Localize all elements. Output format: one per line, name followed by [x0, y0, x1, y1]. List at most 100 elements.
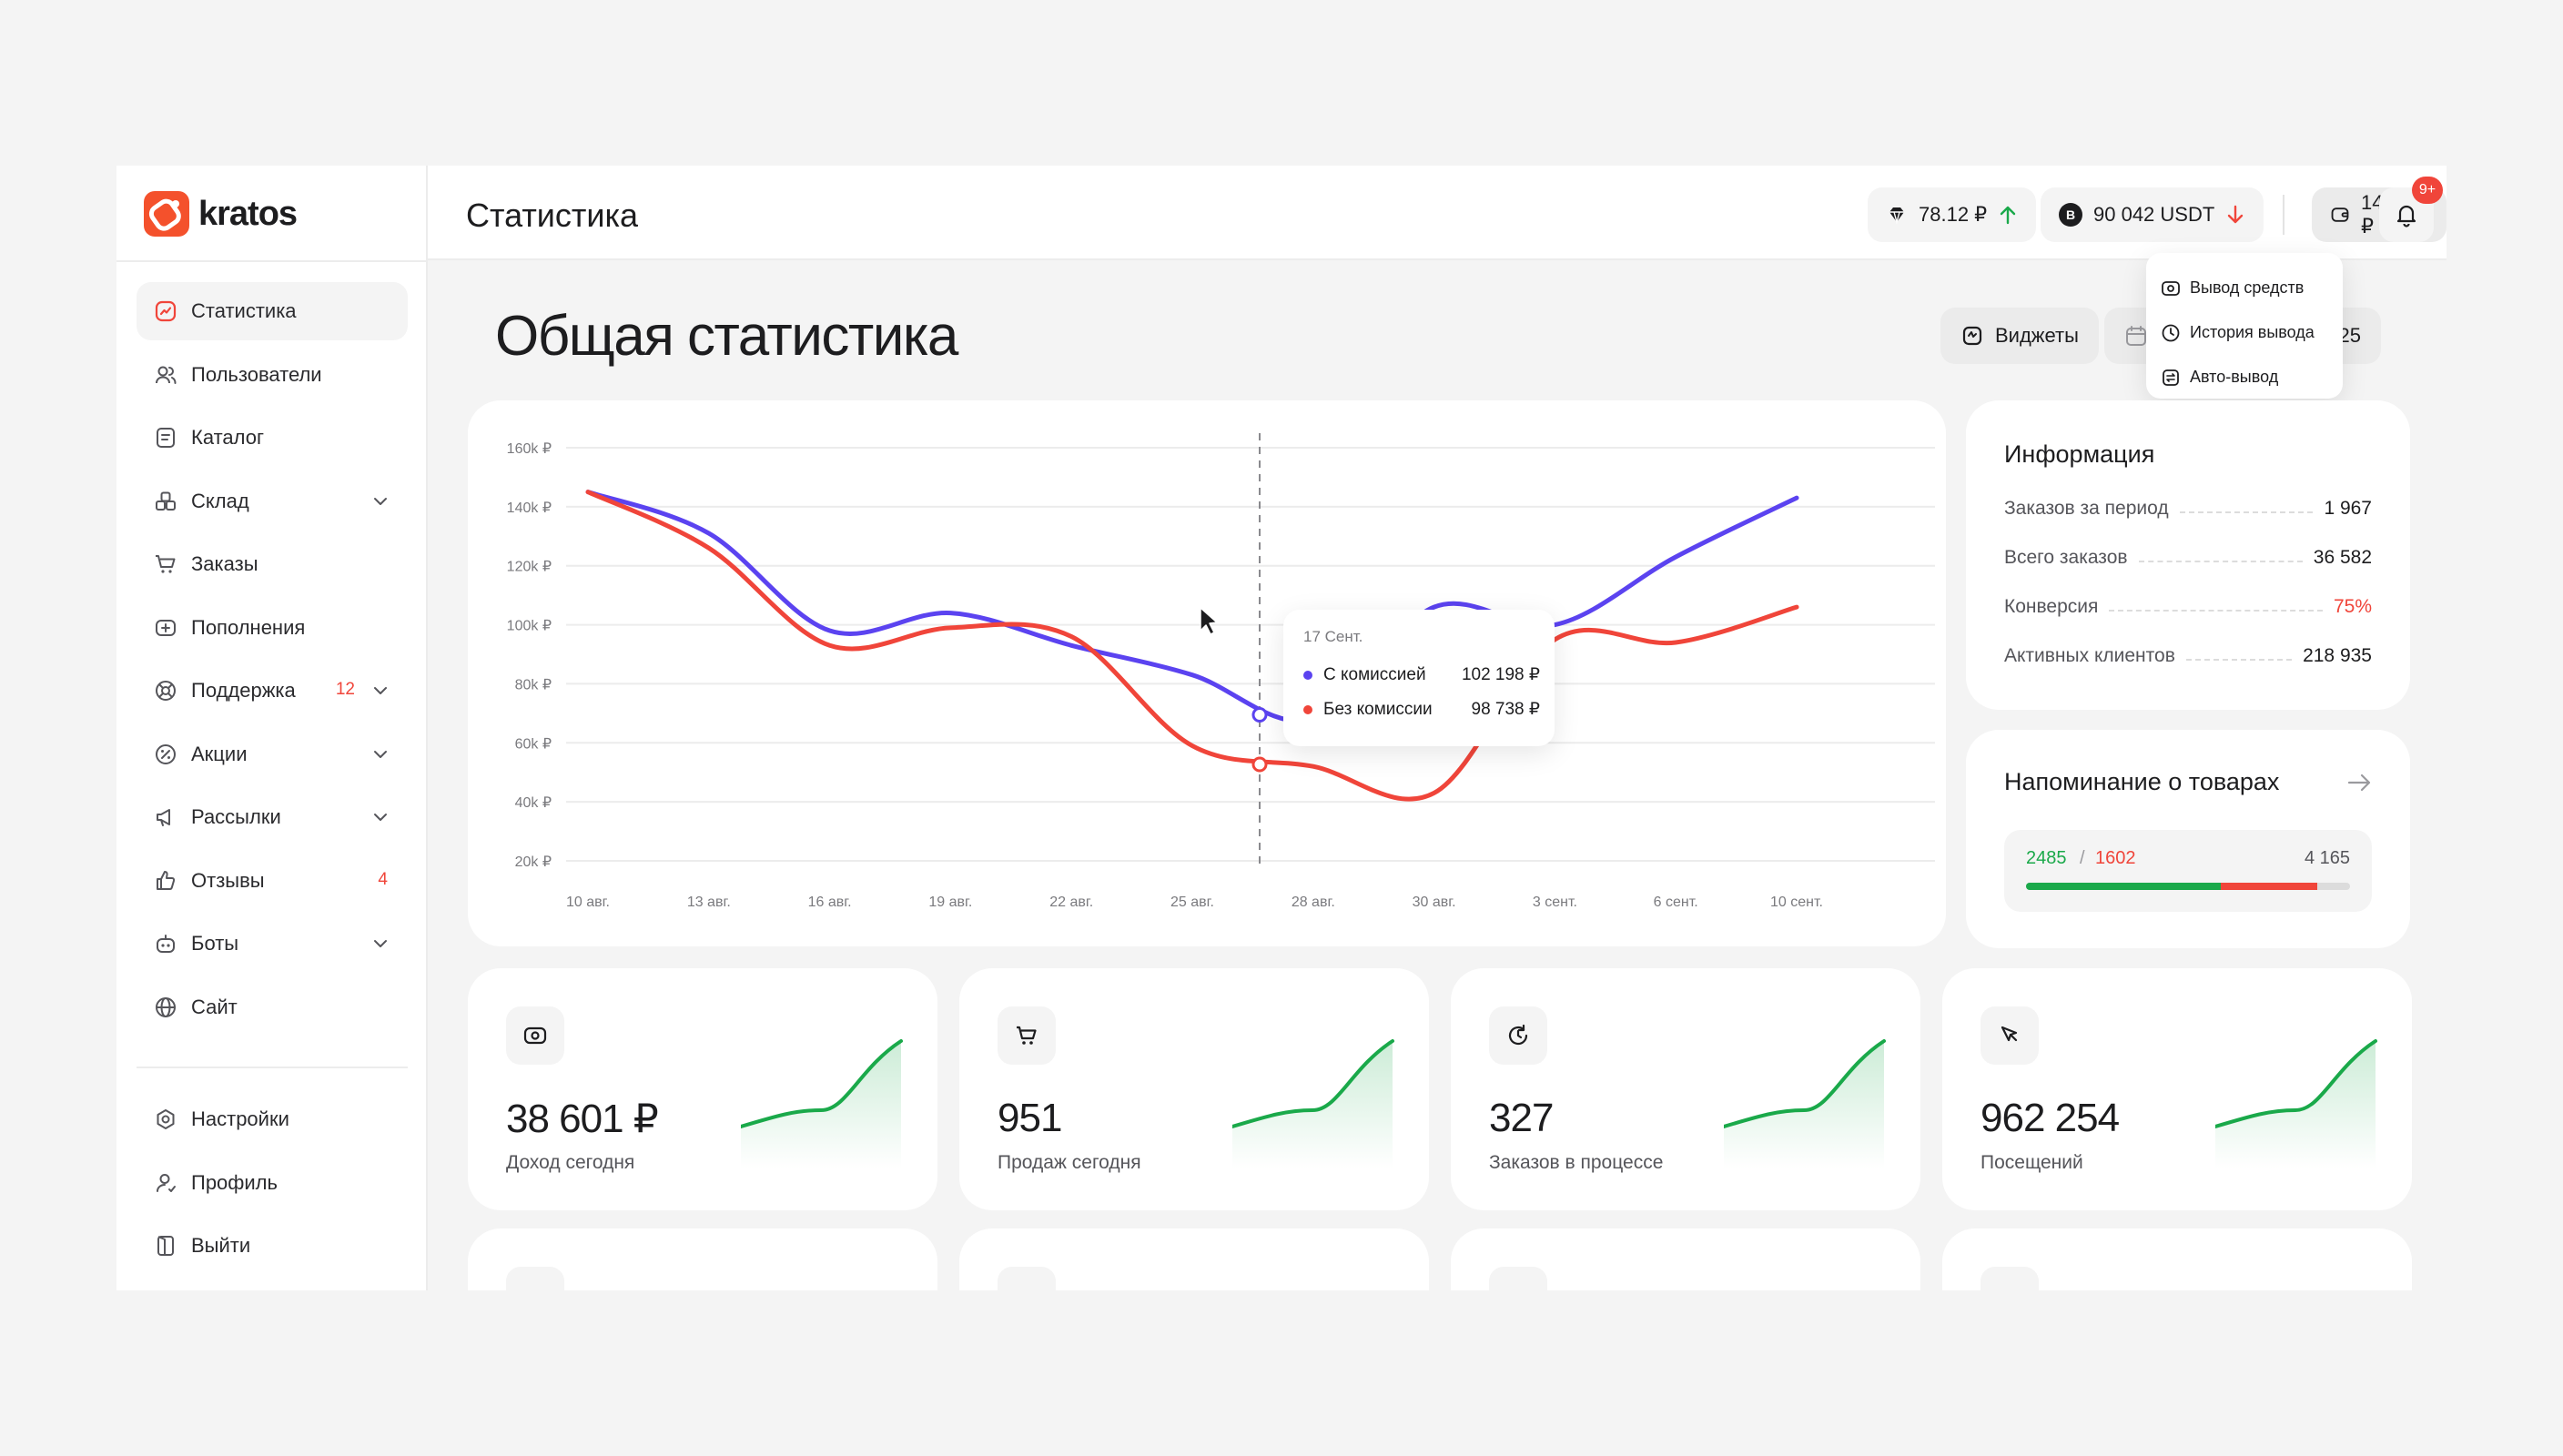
chevron-down-icon[interactable]	[371, 745, 390, 763]
stat-card-partial[interactable]	[1451, 1228, 1920, 1290]
app-window: kratos Статистика Пользователи Каталог С…	[116, 166, 2446, 1290]
sidebar-item-reviews[interactable]: Отзывы 4	[137, 852, 408, 910]
sparkline	[2215, 1039, 2377, 1168]
cursor-pointer-icon	[1200, 607, 1218, 635]
widgets-button[interactable]: Виджеты	[1940, 308, 2099, 364]
total-count: 4 165	[2304, 848, 2350, 868]
sidebar-item-bots[interactable]: Боты	[137, 915, 408, 973]
stat-label: Доход сегодня	[506, 1152, 635, 1173]
tooltip-series-value: 102 198 ₽	[1461, 665, 1540, 684]
reminder-progress-box: 2485 / 1602 4 165	[2004, 830, 2372, 912]
stat-card-income[interactable]: 38 601 ₽ Доход сегодня	[468, 968, 937, 1210]
in-stock-bar	[2026, 883, 2221, 890]
stat-card-sales[interactable]: 951 Продаж сегодня	[959, 968, 1429, 1210]
y-tick-label: 60k ₽	[515, 736, 552, 752]
info-row: Активных клиентов 218 935	[2004, 642, 2372, 670]
sidebar-item-profile[interactable]: Профиль	[137, 1154, 408, 1212]
page-title: Статистика	[466, 197, 639, 234]
stat-label: Продаж сегодня	[998, 1152, 1141, 1173]
info-title: Информация	[2004, 440, 2155, 468]
sidebar-item-label: Профиль	[191, 1170, 278, 1194]
y-tick-label: 100k ₽	[507, 619, 552, 634]
sidebar-item-label: Боты	[191, 932, 239, 955]
revenue-line-chart[interactable]: 20k ₽ 40k ₽ 60k ₽ 80k ₽ 100k ₽ 120k ₽ 140k ₽ 16…	[468, 400, 1946, 946]
withdraw-icon	[2162, 280, 2180, 296]
topup-icon	[153, 615, 178, 641]
rate-pill-rub[interactable]: 78.12 ₽	[1868, 187, 2037, 242]
sidebar-item-label: Склад	[191, 489, 249, 512]
cart-icon	[998, 1006, 1056, 1065]
stat-card-partial[interactable]	[468, 1228, 937, 1290]
sidebar-item-statistics[interactable]: Статистика	[137, 282, 408, 340]
revenue-chart-card: 20k ₽ 40k ₽ 60k ₽ 80k ₽ 100k ₽ 120k ₽ 140k ₽ 16…	[468, 400, 1946, 946]
profile-icon	[153, 1170, 178, 1196]
sidebar-item-mailings[interactable]: Рассылки	[137, 788, 408, 846]
widgets-label: Виджеты	[1995, 324, 2079, 347]
history-icon	[2162, 324, 2180, 341]
megaphone-icon	[153, 804, 178, 830]
tooltip-series-name: С комиссией	[1323, 664, 1426, 684]
tooltip-series-name: Без комиссии	[1323, 699, 1433, 719]
sidebar-item-label: Отзывы	[191, 868, 265, 892]
sidebar-item-users[interactable]: Пользователи	[137, 346, 408, 404]
sidebar-item-label: Акции	[191, 742, 248, 765]
chevron-down-icon[interactable]	[371, 935, 390, 953]
menu-item-auto-withdraw[interactable]: Авто-вывод	[2146, 355, 2343, 399]
chart-tooltip: 17 Сент. С комиссией 102 198 ₽ Без комис…	[1283, 610, 1555, 746]
sidebar-bottom-nav: Настройки Профиль Выйти	[137, 1090, 408, 1280]
notification-badge: 9+	[2412, 177, 2443, 204]
menu-item-withdraw-history[interactable]: История вывода	[2146, 310, 2343, 355]
stock-progress-bar	[2026, 883, 2350, 890]
chevron-down-icon[interactable]	[371, 492, 390, 511]
info-label: Активных клиентов	[2004, 645, 2175, 666]
info-label: Всего заказов	[2004, 547, 2128, 568]
diamond-icon	[1889, 207, 1904, 225]
reminder-title: Напоминание о товарах	[2004, 768, 2280, 795]
stat-card-visits[interactable]: 962 254 Посещений	[1942, 968, 2412, 1210]
chevron-down-icon[interactable]	[371, 682, 390, 700]
chevron-down-icon[interactable]	[371, 808, 390, 826]
stat-value: 951	[998, 1096, 1062, 1140]
tooltip-series-value: 98 738 ₽	[1471, 700, 1540, 719]
menu-item-withdraw[interactable]: Вывод средств	[2146, 266, 2343, 310]
reviews-count-badge: 4	[378, 869, 388, 889]
calendar-icon	[2126, 326, 2146, 346]
stat-card-partial[interactable]	[959, 1228, 1429, 1290]
sparkline	[741, 1039, 903, 1168]
info-value: 1 967	[2324, 498, 2372, 519]
product-reminder-card[interactable]: Напоминание о товарах 2485 / 1602 4 165	[1966, 730, 2410, 948]
promo-icon	[153, 742, 178, 767]
stat-card-partial[interactable]	[1942, 1228, 2412, 1290]
info-value: 36 582	[2313, 547, 2372, 568]
sidebar-item-settings[interactable]: Настройки	[137, 1090, 408, 1148]
hover-marker	[1251, 706, 1268, 723]
sparkline	[1232, 1039, 1394, 1168]
money-icon	[506, 1006, 564, 1065]
chart-icon	[153, 298, 178, 324]
menu-item-label: История вывода	[2190, 323, 2315, 341]
logout-icon	[153, 1233, 178, 1259]
stat-card-orders-in-progress[interactable]: 327 Заказов в процессе	[1451, 968, 1920, 1210]
x-tick-label: 25 авг.	[1170, 895, 1214, 910]
sidebar-item-label: Сайт	[191, 995, 238, 1018]
sidebar-item-catalog[interactable]: Каталог	[137, 409, 408, 467]
sidebar-item-orders[interactable]: Заказы	[137, 535, 408, 593]
sidebar-item-site[interactable]: Сайт	[137, 978, 408, 1036]
auto-icon	[2163, 369, 2179, 386]
rate-pill-usdt[interactable]: B 90 042 USDT	[2041, 187, 2264, 242]
divider	[2283, 195, 2284, 235]
sidebar-nav: Статистика Пользователи Каталог Склад За…	[137, 282, 408, 1041]
sidebar-item-logout[interactable]: Выйти	[137, 1217, 408, 1275]
dotted-leader	[2179, 511, 2314, 513]
sidebar-item-promos[interactable]: Акции	[137, 725, 408, 784]
notifications-button[interactable]: 9+	[2379, 177, 2443, 242]
arrow-right-icon[interactable]	[2346, 772, 2374, 794]
logo[interactable]: kratos	[144, 191, 298, 237]
dotted-leader	[2185, 659, 2293, 661]
sidebar-item-support[interactable]: Поддержка 12	[137, 662, 408, 720]
tooltip-row: С комиссией 102 198 ₽	[1303, 664, 1540, 685]
legend-dot	[1303, 670, 1312, 680]
globe-icon	[153, 995, 178, 1020]
sidebar-item-topups[interactable]: Пополнения	[137, 599, 408, 657]
sidebar-item-warehouse[interactable]: Склад	[137, 472, 408, 531]
